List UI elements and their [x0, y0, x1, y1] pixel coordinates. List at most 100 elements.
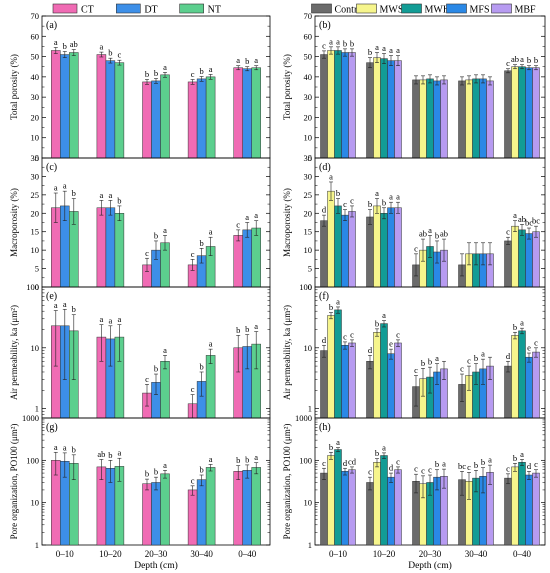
y-axis-label: Macroporosity (%) — [282, 188, 292, 257]
bar — [196, 78, 207, 159]
x-tick-label: 0–40 — [513, 549, 532, 559]
y-tick-label: 5 — [308, 264, 312, 274]
significance-letter: ab — [440, 229, 448, 239]
bar — [532, 67, 540, 159]
significance-letter: b — [72, 304, 76, 314]
significance-letter: d — [389, 463, 394, 473]
panel-label: (b) — [319, 20, 331, 31]
significance-letter: c — [118, 50, 122, 60]
bar — [60, 54, 70, 159]
y-axis-label: Pore organization, PO100 (μm²) — [9, 424, 19, 540]
significance-letter: b — [236, 455, 240, 465]
bar — [96, 54, 107, 159]
bar — [105, 207, 116, 288]
significance-letter: c — [350, 195, 354, 205]
legend-label: CT — [81, 5, 94, 16]
significance-letter: b — [350, 38, 354, 48]
bar — [504, 240, 512, 288]
significance-letter: c — [460, 364, 464, 374]
significance-letter: a — [54, 300, 58, 310]
significance-letter: c — [322, 458, 326, 468]
bar — [380, 213, 388, 288]
significance-letter: ab — [518, 214, 526, 224]
significance-letter: a — [100, 190, 104, 200]
bar — [525, 67, 533, 159]
bar — [373, 462, 381, 546]
significance-letter: a — [163, 460, 167, 470]
bar — [419, 79, 427, 159]
significance-letter: c — [467, 462, 471, 472]
significance-letter: a — [382, 43, 386, 53]
bar — [334, 50, 342, 159]
y-tick-label: 15 — [304, 227, 313, 237]
significance-letter: a — [209, 64, 213, 74]
y-axis-label: Total porosity (%) — [282, 54, 292, 120]
y-tick-label: 50 — [31, 52, 40, 62]
y-tick-label: 0 — [308, 282, 312, 292]
y-tick-label: 60 — [304, 31, 313, 41]
legend-right: Control MWS MWH MFS MBF — [311, 3, 537, 16]
significance-letter: b — [513, 322, 517, 332]
y-tick-label: 10 — [304, 343, 313, 353]
bar — [69, 52, 79, 159]
panel-label: (g) — [46, 422, 58, 433]
significance-letter: b — [199, 465, 203, 475]
significance-letter: b — [368, 199, 372, 209]
y-tick-label: 40 — [31, 72, 40, 82]
significance-letter: c — [414, 464, 418, 474]
bar — [114, 213, 125, 288]
bar — [394, 469, 402, 546]
bar — [394, 207, 402, 288]
legend-label: MBF — [515, 5, 537, 16]
bar — [320, 220, 328, 288]
x-tick-label: 0–40 — [238, 549, 257, 559]
y-tick-label: 30 — [31, 92, 40, 102]
significance-letter: d — [343, 458, 348, 468]
x-tick-label: 20–30 — [145, 549, 168, 559]
x-tick-label: 30–40 — [465, 549, 488, 559]
significance-letter: a — [254, 210, 258, 220]
significance-letter: a — [336, 437, 340, 447]
significance-letter: a — [254, 452, 258, 462]
y-tick-label: 70 — [304, 11, 313, 21]
significance-letter: a — [236, 55, 240, 65]
significance-letter: c — [191, 249, 195, 259]
significance-letter: a — [209, 227, 213, 237]
significance-letter: a — [245, 212, 249, 222]
bar — [532, 472, 540, 546]
bar — [387, 353, 395, 419]
y-tick-label: 40 — [304, 72, 313, 82]
significance-letter: b — [513, 453, 517, 463]
x-tick-label: 10–20 — [373, 549, 396, 559]
bar — [242, 68, 252, 159]
significance-letter: c — [534, 337, 538, 347]
bar — [334, 449, 342, 546]
bar — [504, 477, 512, 546]
bar — [525, 356, 533, 419]
legend-swatch — [491, 3, 512, 14]
y-tick-label: 10 — [304, 498, 313, 508]
significance-letter: a — [488, 455, 492, 465]
bar — [327, 50, 335, 159]
significance-letter: a — [54, 37, 58, 47]
significance-letter: a — [382, 310, 386, 320]
significance-letter: b — [375, 318, 379, 328]
bar — [251, 467, 261, 546]
y-axis-label: Pore organization, PO100 (μm²) — [282, 424, 292, 540]
significance-letter: c — [506, 463, 510, 473]
bar — [242, 229, 252, 288]
significance-letter: b — [368, 47, 372, 57]
legend-label: MFS — [470, 5, 490, 16]
legend-swatch — [179, 3, 204, 14]
bar — [348, 211, 356, 288]
y-tick-label: 1 — [35, 404, 39, 414]
y-tick-label: 15 — [31, 227, 40, 237]
bar — [196, 479, 207, 546]
x-tick-label: 0–10 — [56, 549, 75, 559]
significance-letter: c — [368, 467, 372, 477]
significance-letter: b — [154, 364, 158, 374]
bar — [341, 52, 349, 159]
